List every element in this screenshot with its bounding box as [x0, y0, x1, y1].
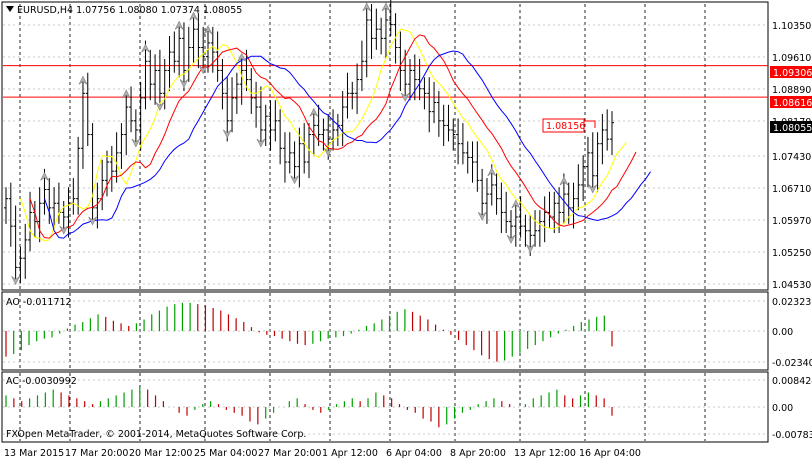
level-tag-1-text: 1.09306 [773, 68, 812, 79]
fractal-down-arrow [290, 175, 299, 185]
ac-axis-label: -0.007838 [772, 430, 812, 441]
ac-axis-label: 0.00 [772, 403, 793, 414]
fractal-down-arrow [11, 276, 20, 286]
time-axis-label: 25 Mar 04:00 [194, 448, 257, 459]
fractal-up-arrow [174, 20, 184, 30]
fractal-up-arrow [203, 25, 213, 35]
ao-title: AO -0.011712 [6, 297, 72, 308]
ma-slow-line [44, 50, 651, 239]
current-price-tag-text: 1.08055 [773, 123, 812, 134]
fractal-up-arrow [559, 176, 569, 186]
level-tag-2 [770, 96, 812, 108]
price-label-leader [584, 120, 596, 128]
horizontal-levels[interactable] [3, 65, 768, 98]
price-axis-label: 1.10350 [772, 21, 811, 32]
time-axis-label: 27 Mar 20:00 [258, 448, 321, 459]
fractal-arrows [11, 2, 598, 286]
time-axis-label: 6 Apr 04:00 [386, 448, 442, 459]
fractal-up-arrow [141, 43, 150, 53]
price-axis-label: 1.04530 [772, 280, 811, 291]
price-label-text: 1.08156 [546, 121, 585, 132]
time-axis-label: 16 Apr 04:00 [579, 448, 641, 459]
fractal-down-arrow [155, 102, 165, 111]
ac-axis-label: 0.008424 [772, 376, 812, 387]
fractal-down-arrow [400, 92, 410, 102]
price-label-box[interactable] [542, 118, 585, 133]
ao-axis-label: 0.02323 [772, 297, 811, 308]
fractal-up-arrow [511, 199, 521, 209]
fractal-down-arrow [88, 216, 97, 226]
fractal-down-arrow [198, 65, 208, 75]
price-axis-label: 1.09610 [772, 53, 811, 64]
ac-histogram [5, 386, 613, 428]
fractal-down-arrow [59, 225, 68, 235]
fractal-up-arrow [362, 2, 371, 12]
fractal-up-arrow [381, 2, 391, 12]
ao-panel-frame [1, 291, 769, 371]
ac-panel-frame [1, 371, 769, 443]
time-axis-label: 13 Apr 12:00 [514, 448, 576, 459]
fractal-up-arrow [309, 107, 319, 117]
moving-averages [19, 28, 651, 242]
fractal-up-arrow [121, 89, 131, 99]
fractal-down-arrow [222, 129, 232, 139]
time-axis-label: 8 Apr 20:00 [450, 448, 506, 459]
price-axis-label: 1.05250 [772, 248, 811, 259]
time-axis-label: 17 Mar 20:00 [65, 448, 128, 459]
fractal-down-arrow [323, 147, 333, 157]
fractal-down-arrow [506, 234, 516, 244]
fractal-up-arrow [189, 11, 198, 21]
ao-axis-label: -0.02340 [772, 358, 812, 369]
fractal-down-arrow [588, 184, 598, 194]
level-tag-1 [770, 66, 812, 78]
fractal-up-arrow [40, 171, 49, 181]
time-axis-label: 20 Mar 12:00 [129, 448, 192, 459]
symbol-info: EURUSD,H4 1.07756 1.08080 1.07374 1.0805… [17, 5, 242, 16]
price-axis: 1.10350 1.09610 1.08890 1.08170 1.07430 … [772, 21, 811, 291]
fractal-up-arrow [78, 75, 88, 85]
price-bars [4, 0, 614, 284]
ao-axis-label: 0.00 [772, 327, 793, 338]
ma-mid-line [29, 34, 637, 239]
copyright-text: FXOpen MetaTrader, © 2001-2014, MetaQuot… [6, 429, 306, 440]
price-axis-label: 1.05970 [772, 216, 811, 227]
price-axis-label: 1.06710 [772, 184, 811, 195]
price-axis-label: 1.07430 [772, 152, 811, 163]
main-panel-frame [1, 1, 769, 291]
symbol-dropdown-icon[interactable] [6, 6, 14, 12]
fractal-down-arrow [131, 138, 141, 148]
level-tag-2-text: 1.08616 [773, 98, 812, 109]
fractal-down-arrow [477, 212, 487, 221]
price-axis-label: 1.08890 [772, 85, 811, 96]
time-axis: 13 Mar 2015 17 Mar 20:00 20 Mar 12:00 25… [4, 448, 641, 459]
fractal-down-arrow [525, 244, 535, 253]
ao-histogram [5, 302, 613, 362]
time-axis-label: 1 Apr 12:00 [322, 448, 378, 459]
fractal-up-arrow [237, 52, 246, 62]
ma-fast-line [19, 28, 627, 242]
current-price-tag [770, 121, 812, 133]
fractal-down-arrow [256, 138, 266, 148]
fractal-up-arrow [487, 167, 497, 177]
time-axis-label: 13 Mar 2015 [4, 448, 64, 459]
fractal-down-arrow [179, 79, 189, 89]
ac-title: AC -0.0030992 [6, 376, 77, 387]
